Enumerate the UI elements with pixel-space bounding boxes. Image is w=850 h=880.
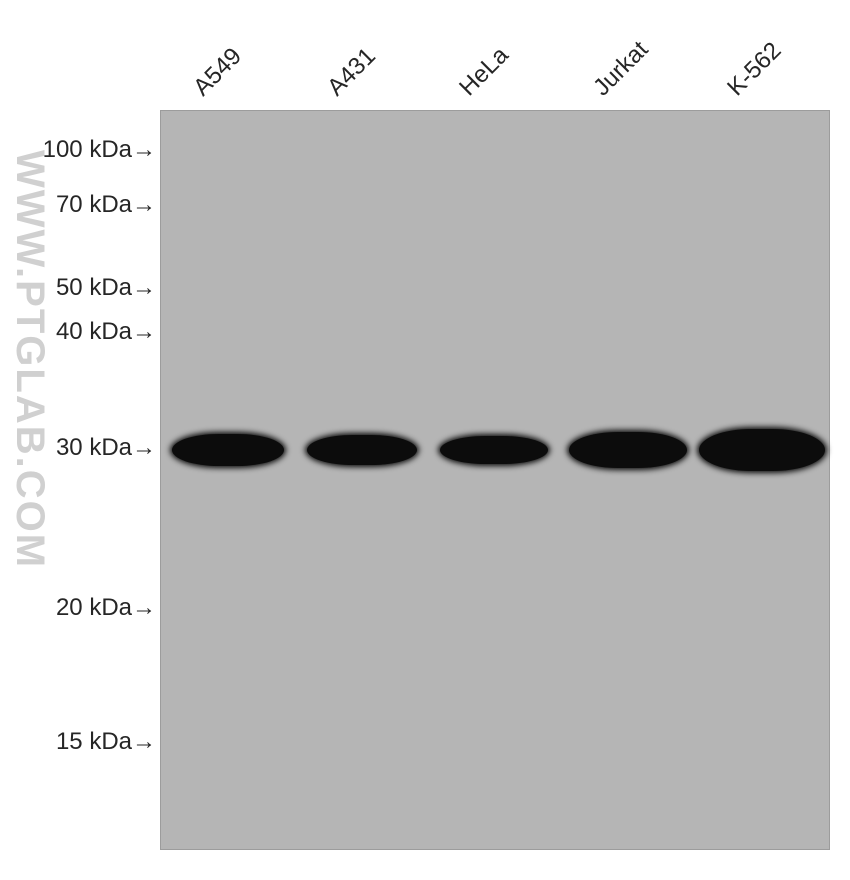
marker-weight-text: 40 kDa <box>56 318 132 345</box>
protein-band <box>699 429 825 471</box>
protein-band <box>440 436 548 464</box>
lane-label: A549 <box>188 43 247 102</box>
marker-weight-text: 100 kDa <box>43 136 132 163</box>
marker-label: 20 kDa→ <box>56 594 156 622</box>
arrow-right-icon: → <box>132 136 156 164</box>
protein-band <box>569 432 687 468</box>
marker-weight-text: 50 kDa <box>56 274 132 301</box>
lane-label: A431 <box>322 43 381 102</box>
arrow-right-icon: → <box>132 434 156 462</box>
marker-label: 15 kDa→ <box>56 728 156 756</box>
marker-label: 50 kDa→ <box>56 274 156 302</box>
protein-band <box>307 435 417 465</box>
marker-label: 40 kDa→ <box>56 318 156 346</box>
arrow-right-icon: → <box>132 191 156 219</box>
marker-weight-text: 20 kDa <box>56 594 132 621</box>
lane-label: HeLa <box>454 42 514 102</box>
marker-weight-text: 15 kDa <box>56 728 132 755</box>
marker-label: 30 kDa→ <box>56 434 156 462</box>
blot-membrane <box>160 110 830 850</box>
marker-label: 100 kDa→ <box>43 136 156 164</box>
lane-label: K-562 <box>722 37 787 102</box>
protein-band <box>172 434 284 466</box>
arrow-right-icon: → <box>132 274 156 302</box>
watermark-text: WWW.PTGLAB.COM <box>7 150 52 850</box>
marker-label: 70 kDa→ <box>56 191 156 219</box>
arrow-right-icon: → <box>132 728 156 756</box>
lane-label: Jurkat <box>588 36 654 102</box>
arrow-right-icon: → <box>132 594 156 622</box>
marker-weight-text: 70 kDa <box>56 191 132 218</box>
arrow-right-icon: → <box>132 318 156 346</box>
marker-weight-text: 30 kDa <box>56 434 132 461</box>
